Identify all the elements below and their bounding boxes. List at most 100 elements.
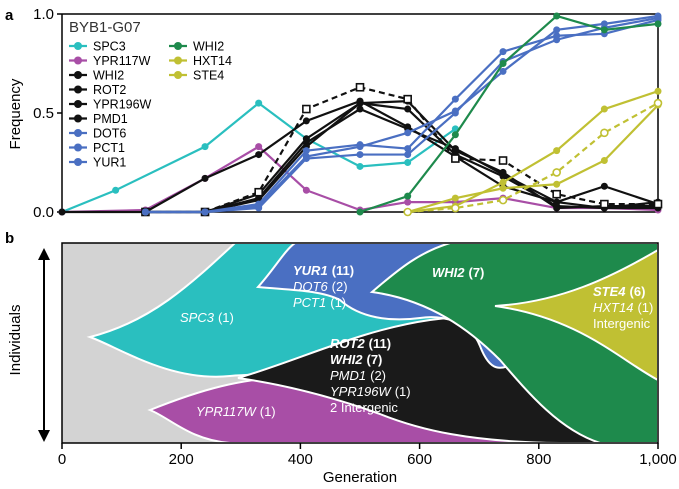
data-point-pmd1-black	[553, 202, 561, 210]
data-point-spc3-SPC3	[356, 162, 364, 170]
x-tick-label: 0	[58, 451, 66, 468]
svg-text:ROT2(11): ROT2 (11)	[330, 336, 391, 351]
svg-text:PCT1(1): PCT1 (1)	[293, 295, 346, 310]
legend-entry-pct1: PCT1	[93, 141, 125, 155]
data-point-dot6-blue	[499, 48, 507, 56]
y-axis-label-frequency: Frequency	[7, 78, 24, 149]
data-point-intergenic-black	[355, 82, 365, 92]
data-point-yur1-blue	[404, 129, 412, 137]
data-point-pct1-blue	[553, 36, 561, 44]
data-point-intergenic-olive	[653, 98, 663, 108]
data-point-ste4-olive	[499, 178, 507, 186]
data-point-intergenic-olive	[552, 168, 561, 177]
data-point-whi2-black	[600, 182, 608, 190]
panel-a-axes	[61, 13, 659, 213]
label-whi2-green: WHI2 (7)	[432, 265, 484, 280]
data-point-intergenic-black	[302, 104, 311, 114]
legend-entry-ypr196w: YPR196W	[93, 98, 152, 112]
legend-swatch-marker	[74, 129, 82, 137]
legend-swatch-marker	[174, 42, 182, 50]
data-point-intergenic-black	[451, 154, 460, 163]
legend-swatch-marker	[74, 100, 82, 108]
data-point-whi2-green	[356, 208, 364, 216]
data-point-spc3-SPC3	[112, 186, 120, 194]
legend-swatch-marker	[74, 114, 82, 123]
data-point-pct1-blue	[404, 151, 412, 159]
x-axis-label-generation: Generation	[323, 469, 397, 486]
legend-entry-dot6: DOT6	[93, 127, 126, 141]
legend-entry-ste4: STE4	[193, 69, 224, 83]
panel-label-a: a	[5, 7, 14, 24]
x-tick-label: 200	[169, 451, 194, 468]
data-point-whi2-black	[302, 117, 310, 125]
legend-swatch-marker	[174, 56, 182, 65]
label-black-clone: ROT2 (11) WHI2 (7) PMD1 (2) YPR196W (1) 2 In…	[330, 336, 411, 415]
panel-b-frame	[61, 242, 659, 444]
data-point-yur1-blue	[302, 153, 310, 161]
data-point-ypr117w-YPR117W	[404, 198, 412, 206]
legend-swatch-marker	[174, 71, 182, 79]
data-point-intergenic-black	[653, 199, 663, 209]
data-point-whi2-green	[499, 60, 507, 67]
data-point-pct1-blue	[356, 151, 364, 159]
data-point-spc3-SPC3	[201, 143, 209, 151]
data-point-whi2-green	[654, 20, 662, 28]
data-point-spc3-SPC3	[255, 99, 263, 107]
data-point-intergenic-olive	[498, 195, 508, 205]
data-point-ste4-olive	[553, 147, 561, 155]
legend-entry-spc3: SPC3	[93, 40, 126, 54]
data-point-whi2-green	[600, 26, 608, 34]
svg-text:HXT14(1): HXT14 (1)	[593, 300, 653, 315]
data-point-intergenic-olive	[451, 203, 460, 213]
data-point-whi2-black	[58, 208, 66, 216]
y-axis-label-individuals: Individuals	[7, 305, 24, 376]
svg-text:STE4(6): STE4 (6)	[593, 284, 645, 299]
data-point-whi2-black	[201, 174, 209, 182]
y-tick-label: 1.0	[33, 6, 54, 23]
data-point-yur1-blue	[141, 208, 149, 216]
legend: SPC3YPR117WWHI2ROT2YPR196WPMD1DOT6PCT1YU…	[69, 40, 232, 170]
label-spc3: SPC3 (1)	[180, 310, 234, 325]
data-point-intergenic-black	[254, 187, 263, 197]
data-point-yur1-blue	[201, 208, 209, 216]
data-point-pmd1-black	[499, 172, 507, 180]
label-ypr117w: YPR117W (1)	[196, 404, 276, 419]
data-point-hxt14-olive	[553, 180, 561, 188]
svg-text:YUR1(11): YUR1 (11)	[293, 263, 354, 278]
data-point-yur1-blue	[499, 67, 507, 75]
series-line-ste4-olive	[407, 90, 659, 214]
data-point-yur1-blue	[654, 12, 662, 20]
legend-swatch-marker	[74, 42, 82, 50]
svg-text:PMD1(2): PMD1 (2)	[330, 368, 386, 383]
data-point-intergenic-black	[403, 94, 412, 104]
svg-text:WHI2(7): WHI2 (7)	[330, 352, 382, 367]
data-point-intergenic-black	[498, 156, 508, 165]
data-point-ypr117w-YPR117W	[255, 143, 263, 151]
series-line-hxt14-olive	[407, 104, 659, 214]
label-blue-clone: YUR1 (11) DOT6 (2) PCT1 (1)	[293, 263, 354, 310]
panel-b-x-ticks: 0 200 400 600 800 1,000	[58, 443, 677, 468]
data-point-ste4-olive	[654, 87, 662, 95]
data-point-pmd1-black	[404, 105, 412, 113]
data-point-intergenic-black	[600, 199, 609, 209]
data-point-yur1-blue	[553, 26, 561, 34]
series-line-whi2-black	[62, 99, 659, 214]
svg-text:2 Intergenic: 2 Intergenic	[330, 400, 398, 415]
data-point-yur1-blue	[356, 143, 364, 151]
data-point-whi2-green	[553, 12, 561, 20]
data-point-whi2-green	[451, 131, 459, 139]
series-line-intergenic-black	[145, 86, 658, 214]
muller-plot	[61, 242, 659, 444]
legend-swatch-marker	[74, 71, 82, 79]
panel-a-series	[58, 12, 663, 217]
x-tick-label: 600	[407, 451, 432, 468]
data-point-intergenic-black	[552, 189, 561, 199]
legend-swatch-marker	[74, 85, 82, 94]
data-point-pmd1-black	[356, 99, 364, 107]
series-line-spc3-SPC3	[61, 101, 456, 214]
legend-entry-pmd1: PMD1	[93, 112, 128, 126]
svg-text:YPR196W(1): YPR196W (1)	[330, 384, 411, 399]
legend-entry-whi2: WHI2	[93, 69, 124, 83]
x-tick-label: 1,000	[639, 451, 677, 468]
series-line-whi2-green	[359, 14, 659, 214]
